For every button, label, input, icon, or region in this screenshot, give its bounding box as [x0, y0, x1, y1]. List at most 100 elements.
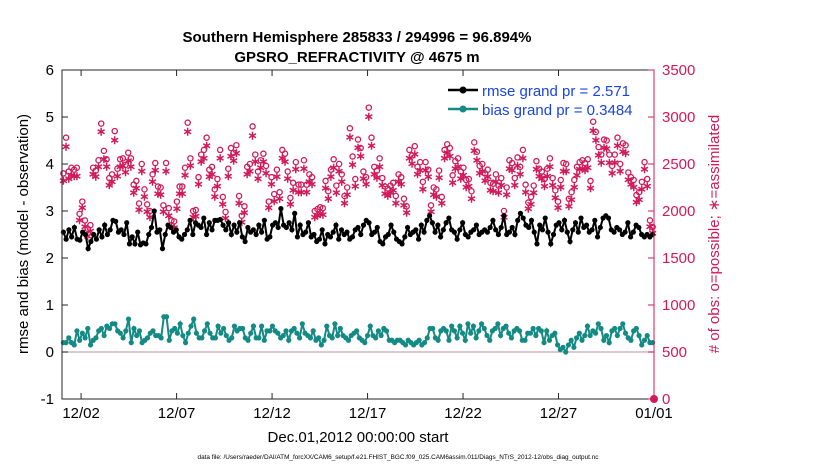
bias-point — [66, 335, 72, 341]
assimilated-obs-marker: ∗ — [539, 179, 549, 193]
possible-obs-marker — [195, 173, 202, 181]
rmse-point — [572, 220, 579, 226]
assimilated-obs-marker: ∗ — [96, 125, 106, 139]
bias-point — [294, 330, 300, 336]
possible-obs-marker — [81, 217, 89, 224]
rmse-point — [460, 220, 466, 226]
rmse-point — [564, 229, 570, 235]
assimilated-obs-marker: ∗ — [134, 203, 144, 217]
possible-obs-marker — [300, 156, 308, 164]
rmse-point — [322, 241, 328, 247]
possible-obs-marker — [527, 193, 535, 201]
bias-point — [283, 328, 289, 334]
bias-point — [598, 325, 604, 332]
possible-obs-marker — [224, 165, 232, 172]
bias-point — [375, 328, 381, 334]
assimilated-obs-marker: ∗ — [210, 189, 220, 203]
bias-point — [180, 332, 186, 339]
possible-obs-marker — [614, 134, 621, 141]
bias-point — [620, 321, 626, 327]
assimilated-obs-marker: ∗ — [445, 149, 455, 163]
assimilated-obs-marker: ∗ — [175, 187, 185, 201]
rmse-point — [126, 241, 133, 247]
possible-obs-marker — [611, 151, 619, 158]
possible-obs-marker — [438, 193, 446, 201]
assimilated-obs-marker: ∗ — [72, 169, 82, 183]
rmse-point — [223, 227, 229, 233]
assimilated-obs-marker: ∗ — [202, 139, 212, 153]
assimilated-obs-marker: ∗ — [212, 179, 222, 193]
rmse-point — [135, 229, 141, 235]
possible-obs-marker — [173, 198, 181, 205]
bias-point — [563, 349, 569, 355]
assimilated-obs-marker: ∗ — [375, 159, 385, 173]
bias-point — [574, 335, 580, 341]
assimilated-obs-marker: ∗ — [458, 168, 468, 182]
data-file-footnote: data file: /Users/raeder/DAI/ATM_forcXX/… — [198, 454, 600, 461]
bias-point — [248, 330, 254, 336]
bias-point — [269, 323, 276, 329]
possible-obs-marker — [646, 217, 654, 224]
assimilated-obs-marker: ∗ — [461, 180, 471, 194]
rmse-point — [451, 229, 457, 235]
rmse-point — [311, 231, 317, 238]
bias-point — [136, 328, 142, 334]
possible-obs-marker — [649, 223, 656, 231]
possible-obs-marker — [124, 149, 132, 156]
possible-obs-marker — [489, 180, 497, 187]
assimilated-obs-marker: ∗ — [437, 196, 447, 210]
possible-obs-marker — [214, 175, 221, 183]
x-tick-label: 12/17 — [349, 405, 387, 422]
assimilated-obs-marker: ∗ — [139, 189, 149, 203]
assimilated-obs-marker: ∗ — [599, 141, 609, 155]
assimilated-obs-marker: ∗ — [58, 173, 68, 187]
possible-obs-marker — [92, 167, 100, 174]
rmse-point — [531, 229, 537, 235]
bias-point — [321, 337, 327, 343]
rmse-point — [528, 217, 535, 223]
possible-obs-marker — [238, 212, 246, 219]
bias-point — [579, 337, 585, 343]
bias-point — [476, 328, 482, 334]
bias-point — [329, 335, 335, 341]
possible-obs-marker — [541, 175, 548, 183]
bias-point — [378, 332, 384, 339]
rmse-point — [102, 222, 108, 228]
possible-obs-marker — [365, 104, 373, 111]
bias-point — [416, 337, 422, 343]
possible-obs-marker — [111, 127, 118, 135]
assimilated-obs-marker: ∗ — [510, 178, 520, 192]
legend: rmse grand pr = 2.571 bias grand pr = 0.… — [448, 83, 633, 119]
possible-obs-marker — [292, 158, 300, 166]
rmse-point — [578, 215, 584, 221]
possible-obs-marker — [587, 177, 594, 185]
assimilated-obs-marker: ∗ — [596, 156, 606, 170]
assimilated-obs-marker: ∗ — [534, 169, 544, 183]
assimilated-obs-marker: ∗ — [615, 164, 625, 178]
bias-point — [280, 332, 286, 339]
assimilated-obs-marker: ∗ — [177, 187, 187, 201]
assimilated-obs-marker: ∗ — [180, 168, 190, 182]
assimilated-obs-marker: ∗ — [480, 173, 490, 187]
possible-obs-marker — [360, 168, 367, 175]
assimilated-obs-marker: ∗ — [145, 210, 155, 224]
assimilated-obs-marker: ∗ — [288, 183, 298, 197]
bias-point — [239, 325, 246, 332]
assimilated-obs-marker: ∗ — [402, 205, 412, 219]
bias-point — [166, 337, 172, 343]
possible-obs-marker — [233, 141, 240, 149]
y-left-tick-label: 4 — [46, 156, 54, 173]
assimilated-obs-marker: ∗ — [594, 148, 604, 162]
assimilated-obs-marker: ∗ — [142, 205, 152, 219]
possible-obs-marker — [592, 128, 600, 136]
assimilated-obs-marker: ∗ — [183, 125, 193, 139]
possible-obs-marker — [76, 210, 83, 218]
possible-obs-marker — [208, 163, 216, 171]
assimilated-obs-marker: ∗ — [467, 191, 477, 205]
bias-point — [538, 328, 544, 334]
possible-obs-marker — [222, 208, 229, 216]
rmse-point — [556, 220, 562, 226]
bias-point — [120, 335, 126, 341]
bias-point — [250, 323, 257, 329]
bias-point — [218, 330, 224, 336]
